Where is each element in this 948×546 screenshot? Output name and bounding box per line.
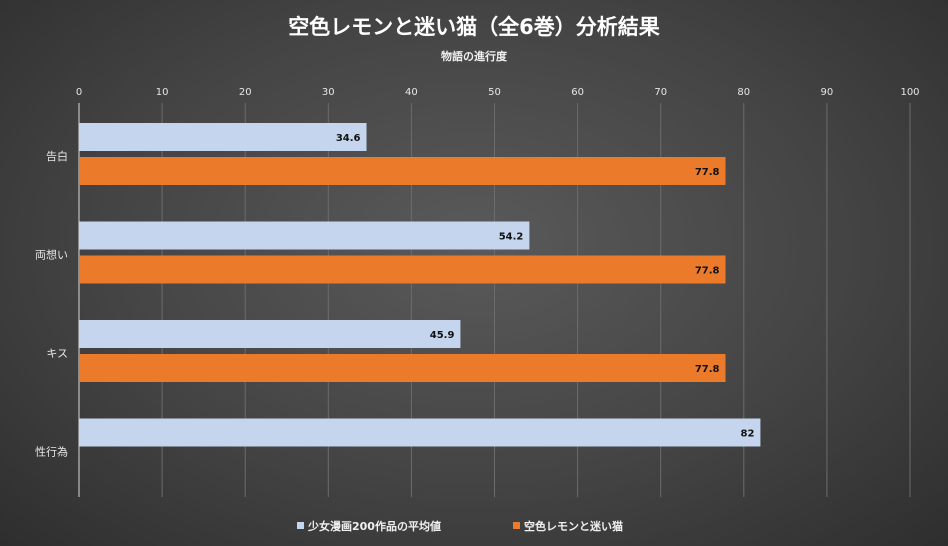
chart-title: 空色レモンと迷い猫（全6巻）分析結果 <box>288 15 660 39</box>
chart-subtitle: 物語の進行度 <box>441 49 508 63</box>
category-label: 両想い <box>35 248 68 262</box>
x-tick-label: 80 <box>737 87 750 98</box>
x-tick-label: 40 <box>405 87 418 98</box>
x-tick-label: 100 <box>900 87 919 98</box>
legend-swatch <box>513 522 520 529</box>
bar-title-work <box>79 157 726 185</box>
category-label: 告白 <box>46 149 68 163</box>
x-tick-label: 50 <box>488 87 501 98</box>
bar-average <box>79 123 367 151</box>
legend-label: 空色レモンと迷い猫 <box>524 519 623 533</box>
bar-title-work <box>79 354 726 382</box>
x-axis-ticks: 0 10 20 30 40 50 60 70 80 90 100 <box>76 87 920 98</box>
bars <box>79 123 761 447</box>
x-tick-label: 0 <box>76 87 82 98</box>
data-label: 45.9 <box>430 330 455 341</box>
bar-average <box>79 418 761 447</box>
data-label: 34.6 <box>336 133 361 144</box>
category-label: 性行為 <box>35 445 68 459</box>
x-tick-label: 20 <box>239 87 252 98</box>
legend-label: 少女漫画200作品の平均値 <box>307 519 441 533</box>
x-tick-label: 90 <box>821 87 834 98</box>
bar-average <box>79 221 530 250</box>
x-tick-label: 70 <box>654 87 667 98</box>
category-label: キス <box>46 347 68 360</box>
data-label: 77.8 <box>695 167 720 178</box>
bar-average <box>79 320 461 348</box>
x-tick-label: 10 <box>156 87 169 98</box>
legend: 少女漫画200作品の平均値 空色レモンと迷い猫 <box>297 519 623 533</box>
data-labels: 34.6 77.8 54.2 77.8 45.9 77.8 82 <box>336 133 755 440</box>
data-label: 77.8 <box>695 364 720 375</box>
data-label: 54.2 <box>499 232 524 243</box>
x-tick-label: 30 <box>322 87 335 98</box>
x-tick-label: 60 <box>571 87 584 98</box>
data-label: 77.8 <box>695 266 720 277</box>
legend-swatch <box>297 522 304 529</box>
bar-title-work <box>79 255 726 284</box>
data-label: 82 <box>740 429 754 440</box>
